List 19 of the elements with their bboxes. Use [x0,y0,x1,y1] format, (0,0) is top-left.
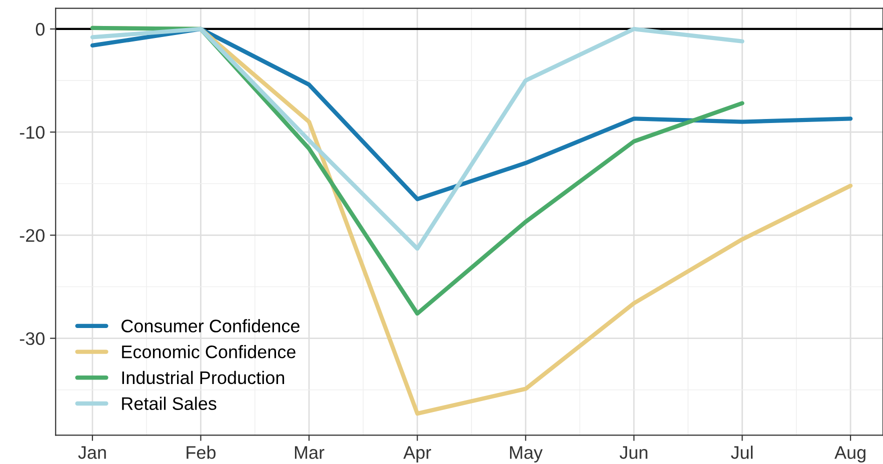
x-tick-label: Jun [620,446,648,459]
x-tick-label: Feb [186,446,216,459]
y-tick-label: -10 [20,126,45,139]
x-tick-label: Mar [294,446,324,459]
x-tick-label: May [510,446,543,462]
x-tick-label: Aug [834,446,866,462]
line-series [90,26,853,202]
x-tick-label: Apr [403,446,432,462]
x-tick-label: Jan [78,446,106,459]
y-tick-label: -20 [20,229,45,242]
x-tick-label: Jul [730,446,753,459]
legend-label: Retail Sales [122,396,216,410]
legend-label: Industrial Production [122,370,284,384]
y-tick-label: 0 [36,22,45,36]
line-series [90,26,744,251]
y-tick-label: -30 [20,332,45,346]
line-series [90,26,744,316]
legend-label: Economic Confidence [122,345,296,358]
legend-label: Consumer Confidence [122,319,300,332]
